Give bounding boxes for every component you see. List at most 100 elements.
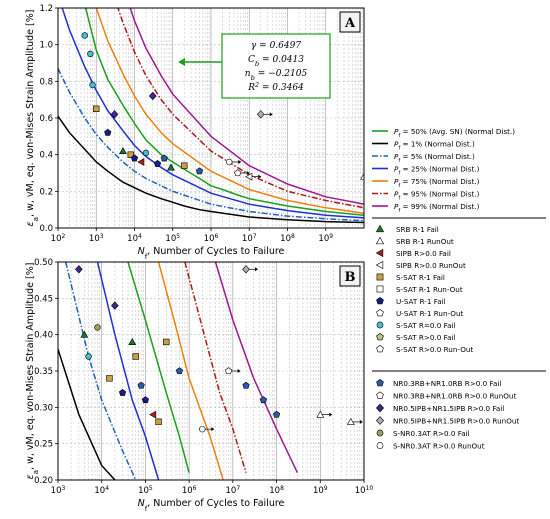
data-point (346, 417, 355, 425)
legend-marker-swatch (376, 321, 384, 329)
curve-6 (129, 8, 364, 205)
x-axis-label: Nf, Number of Cycles to Failure (138, 498, 285, 513)
data-point (360, 172, 364, 180)
legend-marker-swatch (376, 391, 384, 399)
legend-line-label: Pf = 25% (Normal Dist.) (394, 165, 480, 177)
data-point (142, 149, 150, 157)
x-tick-label: 104 (127, 233, 142, 245)
legend-marker-label: U-SAT R-1 Run-Out (396, 309, 464, 318)
legend-marker-swatch (375, 416, 385, 425)
legend-marker-label: S-NR0.3AT R>0.0 RunOut (393, 442, 485, 451)
x-tick-label: 103 (89, 233, 104, 245)
data-point (110, 110, 119, 119)
x-tick-label: 109 (318, 233, 333, 245)
data-point (199, 425, 206, 433)
legend-marker-label: S-NR0.3AT R>0.0 Fail (393, 429, 470, 438)
data-point (195, 167, 204, 175)
data-point (272, 410, 281, 418)
legend-marker-swatch (376, 345, 384, 353)
y-tick-label: 1.0 (39, 41, 53, 51)
annotation-nb: nb = −0.2105 (245, 69, 308, 82)
x-tick-label: 108 (280, 233, 295, 245)
panel-label-box (339, 265, 361, 287)
data-point (93, 105, 100, 113)
legend-curves: Pf = 50% (Avg. SN) (Normal Dist.)Pf = 1%… (372, 127, 546, 219)
legend-line-label: Pf = 50% (Avg. SN) (Normal Dist.) (394, 127, 515, 139)
y-tick-label: 0.2 (39, 187, 53, 197)
x-tick-label: 105 (165, 233, 180, 245)
data-point (137, 381, 145, 389)
annotation-r2: R2 = 0.3464 (247, 82, 304, 94)
data-point (89, 81, 96, 89)
legend-marker-swatch (375, 224, 385, 233)
legend-marker-swatch (376, 285, 384, 293)
legend-marker-label: SRB R-1 Fail (396, 225, 439, 234)
legend-marker-label: NR0.5IPB+NR1.5IPB R>0.0 RunOut (393, 417, 519, 426)
runout-arrowhead (237, 369, 241, 373)
legend-marker-label: SIPB R>0.0 Fail (396, 249, 451, 258)
data-point (128, 337, 137, 345)
x-tick-label: 103 (51, 485, 66, 497)
fit-annotation-box (221, 33, 331, 99)
data-point (225, 367, 233, 375)
curve-4 (157, 262, 224, 480)
panel-a-chart: 0.0 0.2 0.4 0.6 0.8 1.0 1.2 102 103 104 105 106 107 1… (25, 4, 365, 261)
data-point (94, 324, 101, 331)
curve-2 (58, 68, 364, 222)
curve-5 (117, 8, 364, 209)
legend-marker-label: S-SAT R=0.0 Fail (396, 321, 456, 330)
y-tick-label: 0.40 (34, 331, 53, 341)
curves (58, 8, 364, 224)
data-point (132, 353, 139, 360)
data-point (167, 163, 175, 171)
data-point (153, 160, 162, 167)
curve-3 (127, 262, 190, 473)
legend-marker-swatch (376, 429, 384, 437)
y-tick-label: 0.8 (39, 77, 53, 87)
y-tick-label: 0.25 (34, 440, 53, 450)
data-point (175, 367, 184, 375)
data-point (259, 396, 268, 404)
runout-arrowhead (255, 267, 259, 272)
runout-arrowhead (359, 419, 363, 424)
runout-arrowhead (246, 171, 250, 175)
legend-marker-label: U-SAT R-1 Fail (396, 297, 446, 306)
data-point (242, 381, 250, 389)
grid (58, 262, 364, 480)
data-point (234, 169, 242, 177)
curve-5 (184, 262, 247, 473)
y-tick-label: 0.6 (39, 114, 53, 124)
curves (58, 262, 299, 480)
data-point (155, 418, 162, 426)
data-point (81, 32, 88, 39)
y-tick-label: 0.35 (34, 367, 53, 377)
data-point (130, 154, 139, 162)
panel-b-chart: 0.20 0.25 0.30 0.35 0.40 0.45 0.50 103 104 105 106… (25, 258, 373, 513)
y-tick-label: 0.0 (39, 224, 53, 234)
data-point (104, 128, 112, 136)
legend-marker-swatch (376, 309, 384, 317)
legend-marker-swatch (376, 333, 384, 341)
x-tick-label: 108 (269, 485, 284, 497)
x-tick-label: 107 (242, 233, 257, 245)
y-tick-label: 0.20 (34, 476, 53, 486)
y-axis-label: εa, w, vM, eq. von-Mises Strain Amplitud… (25, 10, 40, 227)
y-tick-label: 0.4 (39, 151, 53, 161)
legend-marker-swatch (376, 297, 384, 305)
legend-marker-label: S-SAT R-1 Fail (396, 273, 445, 282)
data-point (149, 410, 157, 419)
legend-marker-label: S-SAT R>0.0 Fail (396, 333, 456, 342)
x-tick-label: 109 (313, 485, 328, 497)
legend-marker-swatch (375, 260, 384, 270)
legend-line-label: Pf = 99% (Normal Dist.) (394, 202, 480, 214)
data-point (118, 389, 127, 396)
curve-6 (214, 262, 299, 474)
curve-3 (61, 8, 364, 219)
runout-arrowhead (238, 160, 242, 164)
curve-0 (58, 348, 116, 480)
x-tick-label: 107 (226, 485, 241, 497)
y-axis-label: εa, w, vM, eq. von-Mises Strain Amplitud… (25, 263, 40, 480)
legend-markers: SRB R-1 Fail SRB R-1 RunOut SIPB R>0.0 Fai… (372, 224, 546, 372)
legend-line-label: Pf = 75% (Normal Dist.) (394, 177, 480, 189)
